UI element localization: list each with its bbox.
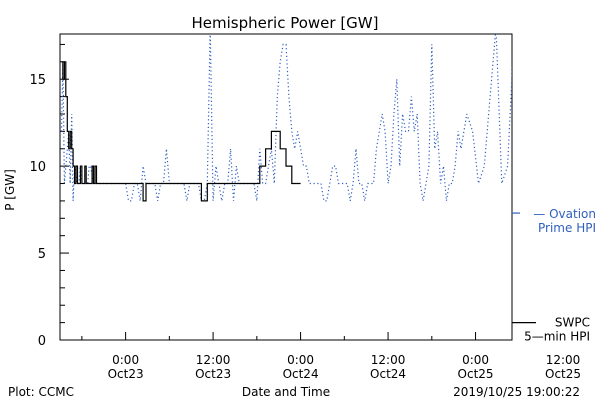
x-axis-label: Date and Time [242, 385, 330, 399]
plot-area-frame [59, 33, 513, 341]
series-layer [60, 34, 512, 202]
y-axis-label: P [GW] [3, 169, 17, 211]
x-tick-time-label: 12:00 [546, 353, 581, 367]
y-tick-label: 10 [29, 160, 46, 175]
footer-plot-credit: Plot: CCMC [8, 385, 74, 399]
footer-timestamp: 2019/10/25 19:00:22 [453, 385, 580, 399]
x-tick-date-label: Oct23 [195, 367, 231, 381]
x-tick-date-label: Oct25 [545, 367, 581, 381]
legend-swpc-label: 5—min HPI [524, 330, 590, 344]
x-axis: 0:00Oct2312:00Oct230:00Oct2412:00Oct240:… [81, 332, 581, 381]
x-tick-date-label: Oct24 [283, 367, 319, 381]
x-tick-date-label: Oct24 [370, 367, 406, 381]
chart-title: Hemispheric Power [GW] [192, 14, 379, 32]
x-tick-time-label: 12:00 [371, 353, 406, 367]
y-tick-label: 0 [38, 334, 46, 349]
legend-swpc-label: SWPC [555, 316, 590, 330]
x-tick-time-label: 0:00 [112, 353, 139, 367]
y-tick-label: 15 [29, 73, 46, 88]
ovation-prime-series [60, 34, 512, 202]
x-tick-date-label: Oct25 [458, 367, 494, 381]
y-axis: 0 5 10 15 [29, 43, 69, 349]
legend-ovation-label: — Ovation [533, 207, 596, 221]
x-tick-date-label: Oct23 [108, 367, 144, 381]
y-tick-label: 5 [38, 247, 46, 262]
swpc-series [61, 61, 301, 202]
x-tick-time-label: 0:00 [287, 353, 314, 367]
x-tick-time-label: 12:00 [196, 353, 231, 367]
x-tick-time-label: 0:00 [462, 353, 489, 367]
legend-ovation-label: Prime HPI [538, 221, 596, 235]
